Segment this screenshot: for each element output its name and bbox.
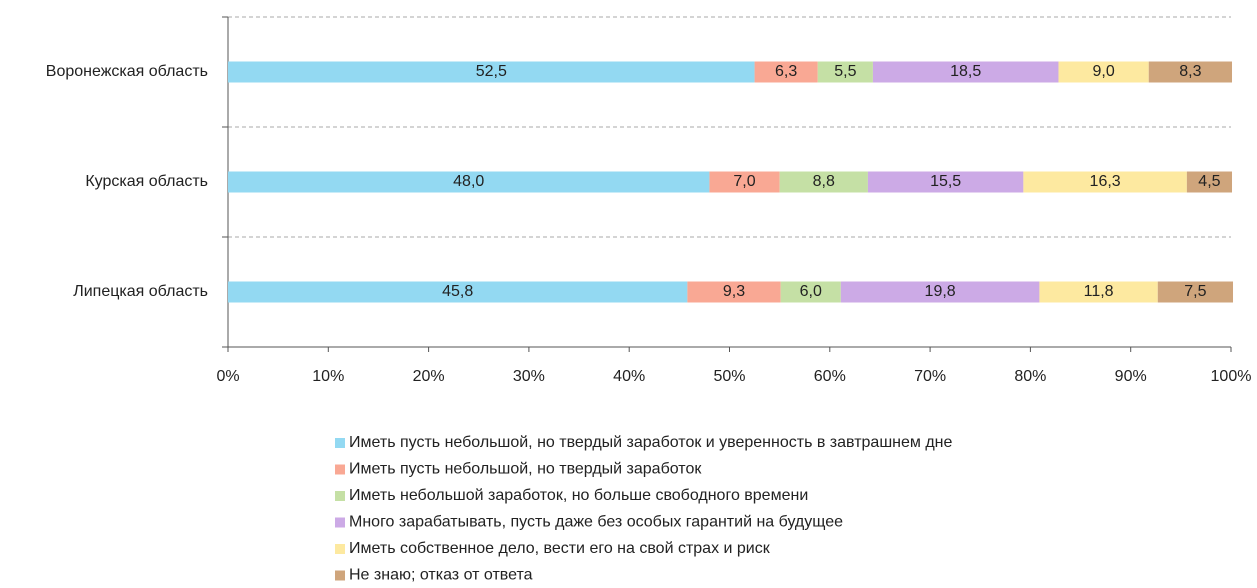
x-tick-label: 40% <box>613 368 645 385</box>
legend-label: Иметь небольшой заработок, но больше сво… <box>349 487 808 504</box>
value-label: 6,3 <box>775 63 797 80</box>
bar-segment <box>1186 171 1233 193</box>
bar-segment <box>872 61 1059 83</box>
value-label: 7,0 <box>733 173 755 190</box>
x-tick-label: 100% <box>1211 368 1252 385</box>
y-tick-label: Воронежская область <box>46 63 208 80</box>
value-label: 9,3 <box>723 283 745 300</box>
legend-label: Иметь собственное дело, вести его на сво… <box>349 540 771 557</box>
legend-swatch <box>335 464 345 475</box>
legend-swatch <box>335 544 345 554</box>
x-tick-label: 10% <box>312 368 344 385</box>
value-label: 15,5 <box>930 173 961 190</box>
value-label: 52,5 <box>476 63 507 80</box>
bar-segment <box>840 281 1040 303</box>
bar-segment <box>1148 61 1233 83</box>
bar-segment <box>228 171 710 193</box>
bar-segment <box>709 171 780 193</box>
x-tick-label: 0% <box>216 368 239 385</box>
bar-segment <box>1039 281 1158 303</box>
legend-swatch <box>335 491 345 501</box>
bar-segment <box>1058 61 1149 83</box>
value-label: 6,0 <box>800 283 822 300</box>
legend-label: Много зарабатывать, пусть даже без особы… <box>349 514 843 531</box>
value-label: 8,3 <box>1179 63 1201 80</box>
legend-label: Не знаю; отказ от ответа <box>349 567 533 583</box>
value-label: 4,5 <box>1198 173 1220 190</box>
value-label: 19,8 <box>925 283 956 300</box>
bar-segment <box>817 61 873 83</box>
bar-segment <box>1023 171 1187 193</box>
bar-segment <box>228 281 688 303</box>
bar-segment <box>754 61 818 83</box>
x-tick-label: 70% <box>914 368 946 385</box>
bar-segment <box>779 171 868 193</box>
value-label: 8,8 <box>813 173 835 190</box>
x-tick-label: 60% <box>814 368 846 385</box>
y-tick-label: Курская область <box>85 173 208 190</box>
value-label: 48,0 <box>453 173 484 190</box>
bar-segment <box>867 171 1024 193</box>
bar-segment <box>1157 281 1234 303</box>
bar-segment <box>687 281 781 303</box>
legend-swatch <box>335 517 345 528</box>
legend-label: Иметь пусть небольшой, но твердый зарабо… <box>349 434 953 451</box>
bar-segment <box>780 281 841 303</box>
value-label: 45,8 <box>442 283 473 300</box>
value-label: 5,5 <box>834 63 856 80</box>
x-tick-label: 50% <box>713 368 745 385</box>
value-label: 11,8 <box>1084 283 1114 300</box>
x-tick-label: 30% <box>513 368 545 385</box>
value-label: 7,5 <box>1184 283 1206 300</box>
bar-segment <box>228 61 755 83</box>
value-label: 18,5 <box>950 63 981 80</box>
value-label: 16,3 <box>1090 173 1121 190</box>
legend-swatch <box>335 438 345 448</box>
x-tick-label: 80% <box>1014 368 1046 385</box>
x-tick-label: 90% <box>1115 368 1147 385</box>
x-tick-label: 20% <box>413 368 445 385</box>
y-tick-label: Липецкая область <box>73 283 208 300</box>
legend-label: Иметь пусть небольшой, но твердый зарабо… <box>349 461 702 478</box>
legend-swatch <box>335 570 345 581</box>
value-label: 9,0 <box>1092 63 1114 80</box>
